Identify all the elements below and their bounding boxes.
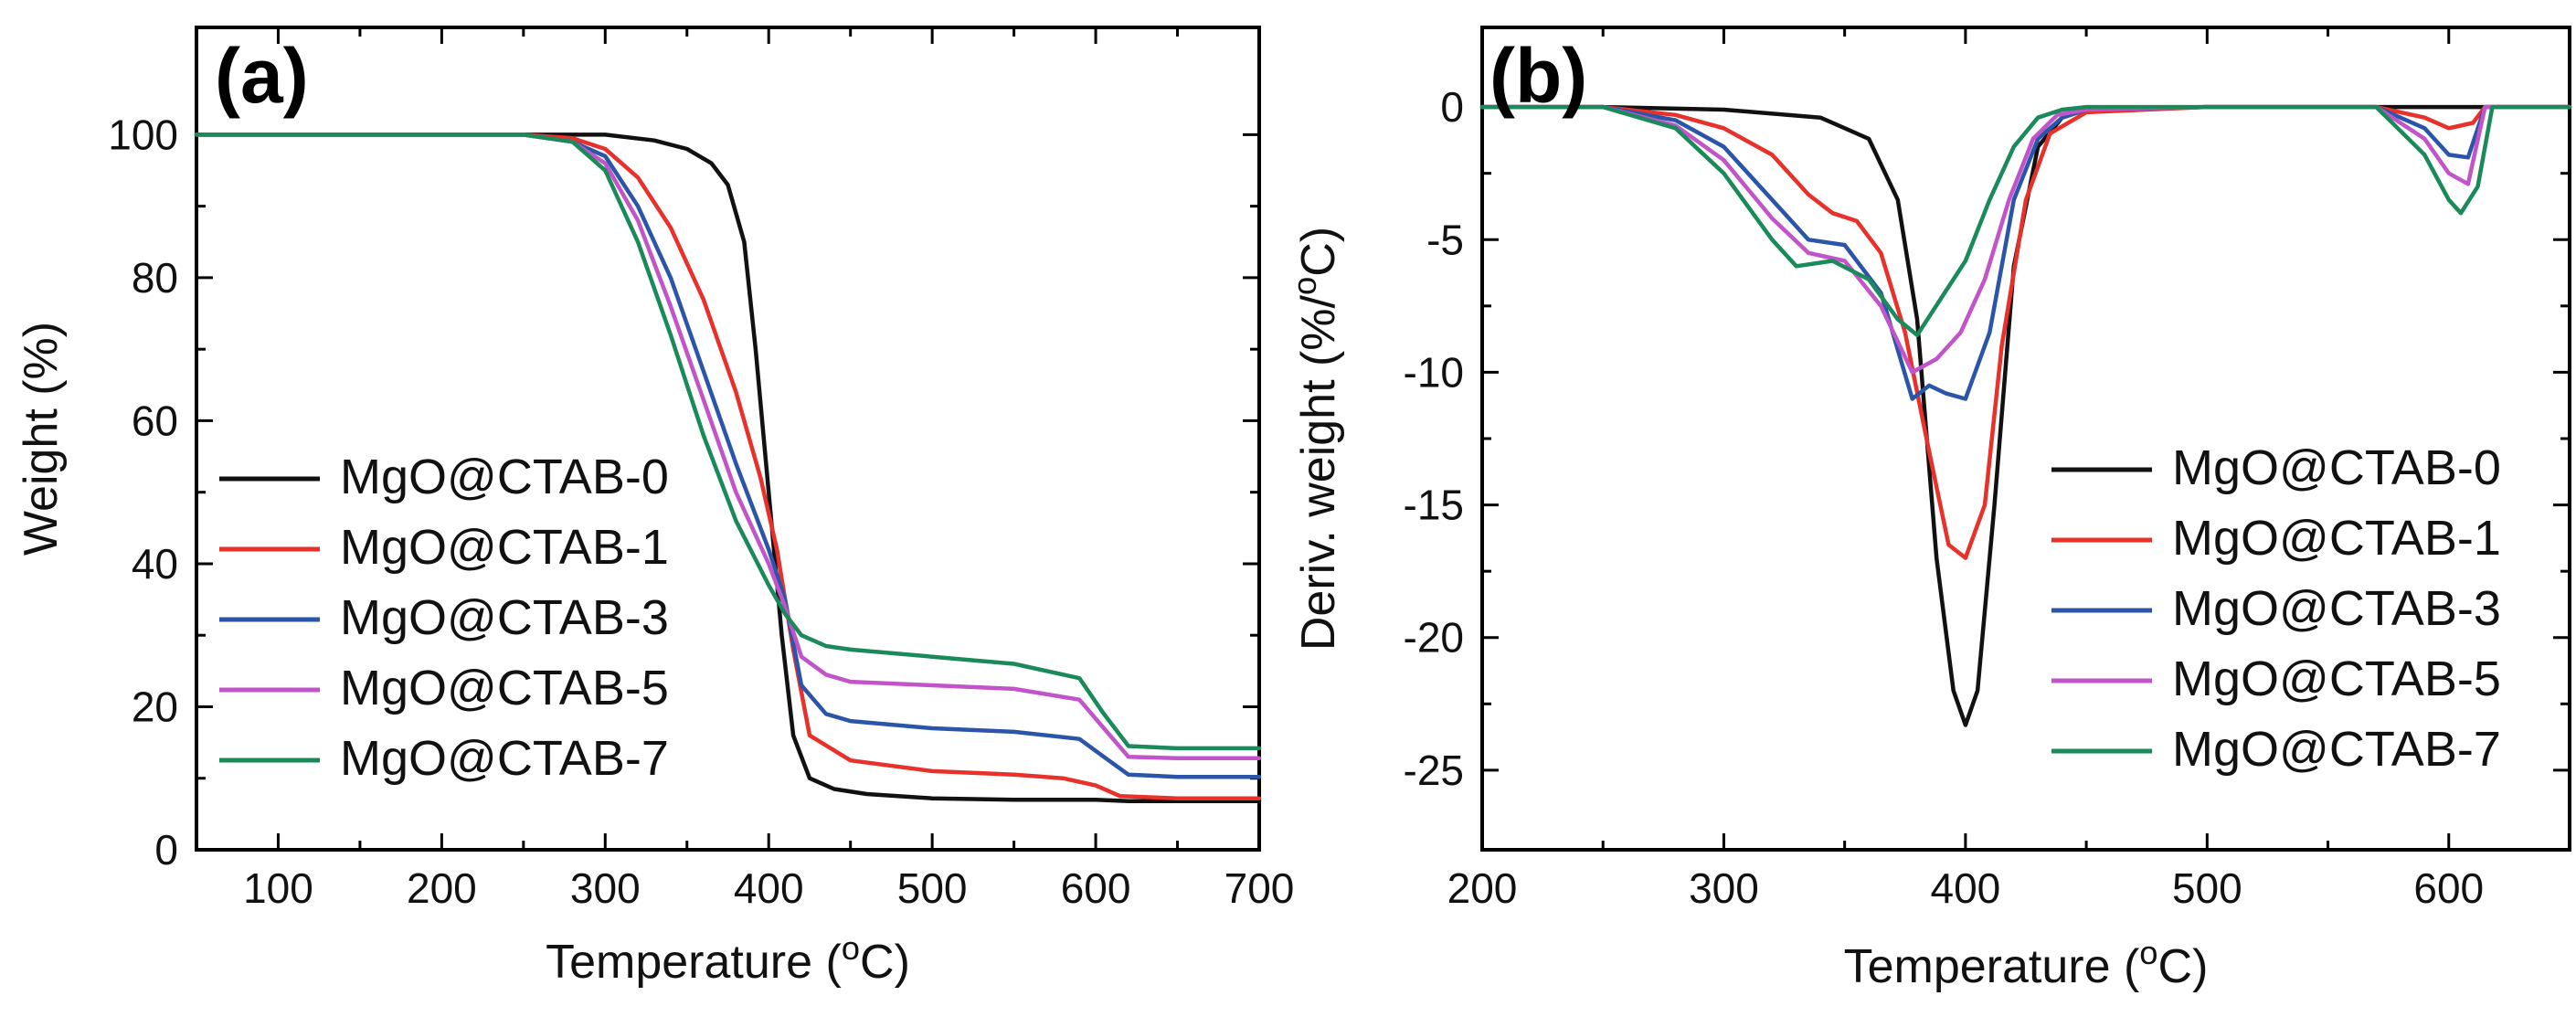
legend-label-mgo-ctab-5: MgO@CTAB-5 xyxy=(340,661,669,715)
legend-label-mgo-ctab-3: MgO@CTAB-3 xyxy=(2172,581,2501,636)
y-tick-label: -20 xyxy=(1404,614,1464,662)
x-tick-label: 300 xyxy=(570,864,641,912)
panel-label: (a) xyxy=(215,33,309,119)
x-tick-label: 600 xyxy=(1061,864,1131,912)
series-line-mgo-ctab-7 xyxy=(1479,104,2572,338)
x-axis-title: Temperature (oC) xyxy=(1844,934,2209,994)
y-tick-label: 80 xyxy=(132,254,178,302)
x-tick-label: 300 xyxy=(1689,864,1759,912)
y-tick-label: 60 xyxy=(132,397,178,444)
legend-label-mgo-ctab-3: MgO@CTAB-3 xyxy=(340,590,669,645)
x-axis-title: Temperature (oC) xyxy=(546,929,910,990)
series-line-mgo-ctab-5 xyxy=(1479,104,2572,375)
legend-label-mgo-ctab-7: MgO@CTAB-7 xyxy=(340,731,669,786)
series-line-mgo-ctab-3 xyxy=(1479,104,2572,401)
x-tick-label: 400 xyxy=(734,864,804,912)
x-tick-label: 500 xyxy=(897,864,968,912)
panel-b-chart: 200 300 400 500 600 0 -5 -10 -15 -20 -25 Temperatur… xyxy=(1286,26,2572,994)
series-line-mgo-ctab-1 xyxy=(1479,104,2572,560)
x-tick-label: 700 xyxy=(1224,864,1295,912)
x-tick-label: 200 xyxy=(1447,864,1518,912)
y-tick-label: 0 xyxy=(154,826,178,874)
x-tick-label: 400 xyxy=(1931,864,2001,912)
y-tick-label: -5 xyxy=(1426,216,1464,263)
y-tick-label: 20 xyxy=(132,683,178,730)
y-tick-label: -15 xyxy=(1404,482,1464,529)
plot-frame xyxy=(195,26,1261,852)
x-tick-label: 600 xyxy=(2413,864,2484,912)
panel-label: (b) xyxy=(1489,33,1587,119)
panel-a-chart: 100 200 300 400 500 600 700 0 20 40 60 80 100 Tempera… xyxy=(15,26,1295,990)
legend-label-mgo-ctab-0: MgO@CTAB-0 xyxy=(2172,440,2501,495)
x-tick-label: 200 xyxy=(407,864,477,912)
legend-label-mgo-ctab-0: MgO@CTAB-0 xyxy=(340,450,669,504)
legend-label-mgo-ctab-7: MgO@CTAB-7 xyxy=(2172,722,2501,777)
series-line-mgo-ctab-3 xyxy=(194,132,1262,779)
y-axis-title: Deriv. weight (%/oC) xyxy=(1286,227,1346,651)
x-tick-label: 100 xyxy=(243,864,313,912)
series-line-mgo-ctab-7 xyxy=(194,132,1262,751)
y-tick-label: 40 xyxy=(132,540,178,588)
legend-label-mgo-ctab-5: MgO@CTAB-5 xyxy=(2172,652,2501,706)
y-tick-label: -25 xyxy=(1404,747,1464,794)
legend-label-mgo-ctab-1: MgO@CTAB-1 xyxy=(2172,511,2501,566)
y-tick-label: 100 xyxy=(108,111,178,158)
x-tick-label: 500 xyxy=(2172,864,2242,912)
legend-label-mgo-ctab-1: MgO@CTAB-1 xyxy=(340,520,669,575)
y-tick-label: 0 xyxy=(1440,83,1464,131)
y-tick-label: -10 xyxy=(1404,348,1464,396)
y-axis-title: Weight (%) xyxy=(15,322,68,556)
series-line-mgo-ctab-5 xyxy=(194,132,1262,761)
